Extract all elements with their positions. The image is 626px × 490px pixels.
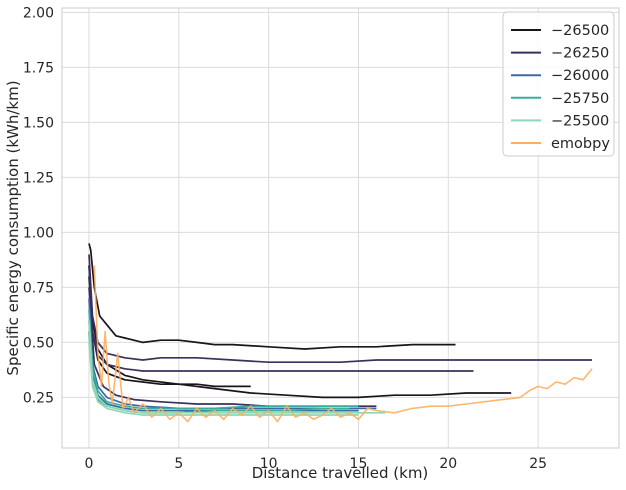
series-line-5-0 [93, 265, 593, 423]
legend-label: −26000 [551, 68, 609, 84]
series-lines [88, 243, 593, 423]
x-tick-labels: 0 5 10 15 20 25 [84, 456, 547, 472]
x-tick-label: 20 [439, 456, 457, 472]
y-tick-label: 0.50 [23, 335, 54, 351]
series-line-1-0 [88, 254, 592, 364]
y-tick-label: 1.50 [23, 115, 54, 131]
series-line-1-1 [88, 265, 474, 372]
grid-lines [62, 8, 619, 448]
legend-label: −26500 [551, 23, 609, 39]
x-tick-label: 10 [260, 456, 278, 472]
x-tick-label: 5 [174, 456, 183, 472]
plot-frame [61, 7, 620, 449]
legend-label: emobpy [551, 136, 610, 152]
y-tick-label: 1.75 [23, 60, 54, 76]
legend-label: −25750 [551, 91, 609, 107]
y-tick-label: 0.25 [23, 390, 54, 406]
legend-label: −25500 [551, 113, 609, 129]
legend-label: −26250 [551, 46, 609, 62]
series-line-0-1 [88, 265, 512, 399]
y-tick-label: 0.75 [23, 280, 54, 296]
y-axis-label: Specific energy consumption (kWh/km) [4, 80, 22, 375]
x-tick-label: 15 [350, 456, 368, 472]
x-tick-label: 25 [529, 456, 547, 472]
y-tick-label: 2.00 [23, 5, 54, 21]
y-tick-labels: 0.25 0.50 0.75 1.00 1.25 1.50 1.75 2.00 [23, 5, 54, 406]
y-tick-label: 1.00 [23, 225, 54, 241]
legend: −26500 −26250 −26000 −25750 −25500 emobpy [502, 11, 615, 157]
series-line-4-1 [88, 342, 359, 416]
series-line-0-0 [88, 243, 456, 350]
x-axis-label: Distance travelled (km) [252, 464, 429, 482]
x-tick-label: 0 [84, 456, 93, 472]
y-tick-label: 1.25 [23, 170, 54, 186]
